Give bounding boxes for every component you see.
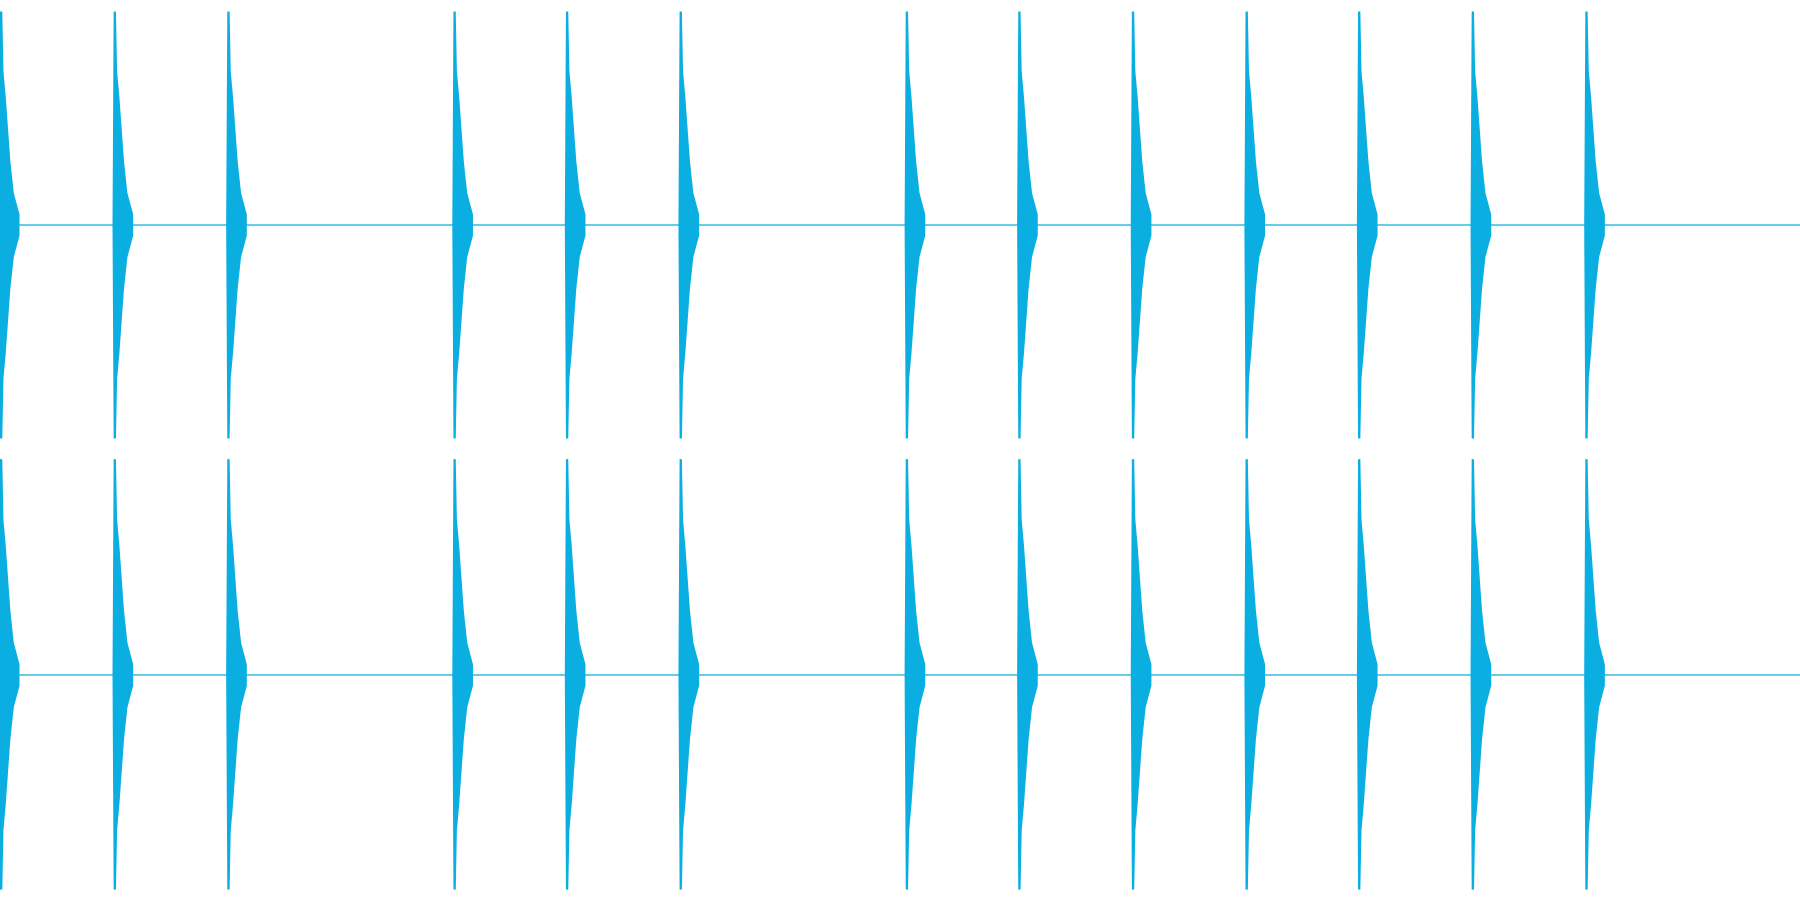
channel-1-transient <box>1584 11 1605 439</box>
channel-2-transient <box>226 459 247 890</box>
channel-1-transient <box>678 11 700 439</box>
channel-1-transient <box>904 11 926 439</box>
channel-2-transient <box>1356 459 1378 890</box>
channel-2-transient <box>0 459 20 890</box>
channel-1-transient <box>226 11 247 439</box>
channel-2-transient <box>112 459 134 890</box>
channel-2-transient <box>1017 459 1038 890</box>
channel-2-transient <box>564 459 586 890</box>
channel-1-transient <box>0 11 20 439</box>
channel-1-transient <box>1470 11 1492 439</box>
channel-2-transient <box>904 459 926 890</box>
channel-2-transient <box>1244 459 1266 890</box>
channel-2-transient <box>1584 459 1605 890</box>
channel-1-transient <box>1244 11 1266 439</box>
channel-1-transient <box>452 11 473 439</box>
channel-1-transient <box>564 11 586 439</box>
channel-2-transient <box>678 459 700 890</box>
channel-1-transient <box>112 11 134 439</box>
channel-1-transient <box>1356 11 1378 439</box>
channel-1-transient <box>1017 11 1038 439</box>
channel-1-transient <box>1130 11 1152 439</box>
channel-2-transient <box>1470 459 1492 890</box>
channel-2-transient <box>452 459 473 890</box>
channel-2-transient <box>1130 459 1152 890</box>
